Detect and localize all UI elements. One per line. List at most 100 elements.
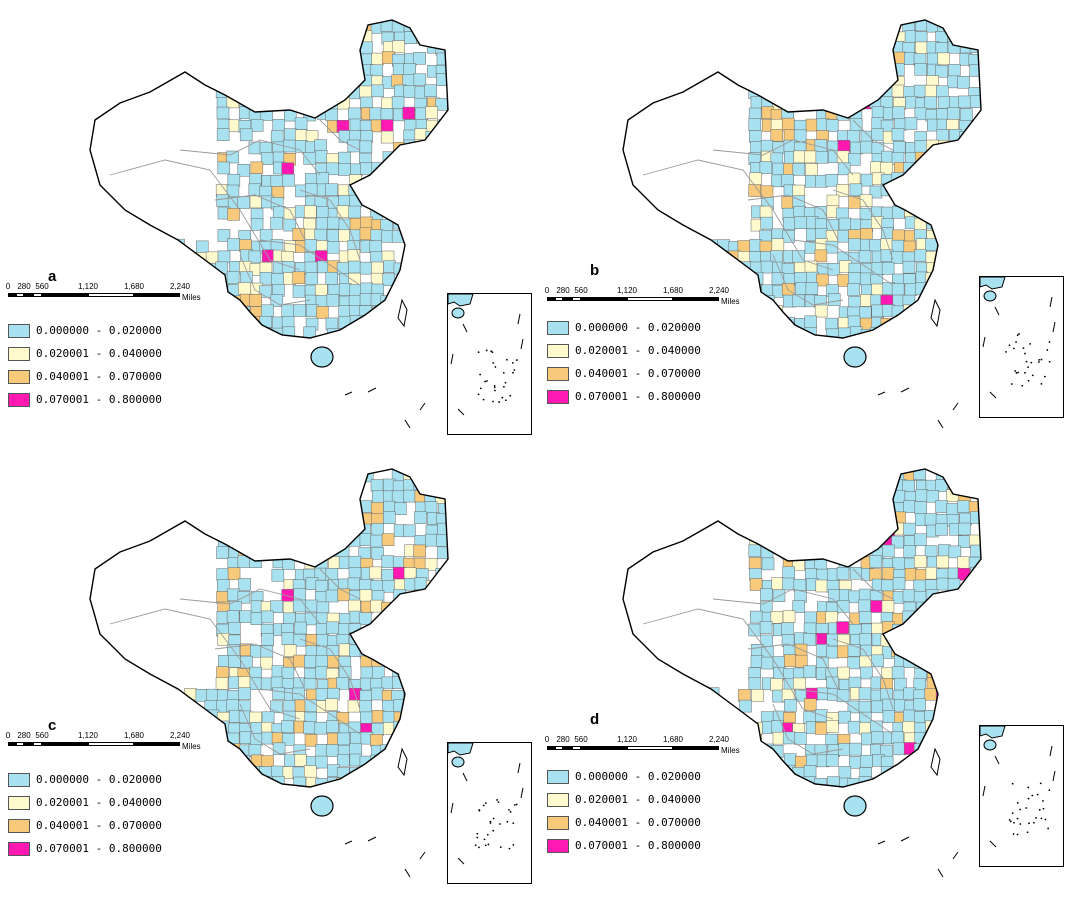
prefecture-region [869, 555, 883, 568]
prefecture-region [968, 207, 981, 220]
prefecture-region [284, 240, 297, 253]
prefecture-region [437, 20, 448, 34]
prefecture-region [316, 74, 329, 87]
prefecture-region [239, 490, 253, 504]
prefecture-region [847, 41, 861, 54]
prefecture-region [446, 73, 448, 87]
prefecture-region [260, 108, 274, 121]
prefecture-region [629, 262, 642, 276]
prefecture-region [283, 128, 297, 141]
prefecture-region [982, 569, 994, 581]
inset-island-dot [486, 833, 489, 836]
prefecture-region [982, 645, 994, 657]
prefecture-region [240, 271, 253, 284]
prefecture-region [761, 52, 774, 65]
prefecture-region [217, 161, 231, 175]
prefecture-region [949, 216, 962, 230]
prefecture-region [738, 776, 752, 787]
prefecture-region [260, 546, 273, 559]
prefecture-region [947, 184, 960, 197]
prefecture-region [446, 622, 448, 636]
prefecture-region [783, 217, 796, 230]
prefecture-region [426, 304, 439, 318]
prefecture-region [260, 491, 274, 505]
prefecture-region [447, 633, 448, 647]
prefecture-region [402, 186, 416, 199]
prefecture-region [150, 250, 163, 264]
inset-dash [462, 772, 468, 782]
prefecture-region [770, 129, 784, 142]
prefecture-region [979, 73, 981, 87]
prefecture-region [858, 306, 872, 320]
prefecture-region [771, 63, 784, 77]
prefecture-region [251, 490, 264, 504]
prefecture-region [316, 217, 329, 230]
prefecture-region [981, 556, 993, 568]
prefecture-region [924, 545, 938, 558]
prefecture-region [815, 174, 828, 188]
prefecture-region [738, 689, 751, 702]
prefecture-region [426, 788, 438, 800]
prefecture-region [925, 172, 938, 185]
prefecture-region [695, 252, 708, 265]
prefecture-region [872, 524, 885, 538]
prefecture-region [749, 512, 762, 526]
prefecture-region [947, 141, 960, 155]
prefecture-region [360, 337, 373, 338]
inset-dash [989, 391, 997, 399]
inset-island-dot [482, 398, 485, 401]
prefecture-region [381, 164, 394, 177]
prefecture-region [361, 789, 373, 801]
legend-label: 0.020001 - 0.040000 [36, 347, 162, 360]
prefecture-region [195, 755, 209, 769]
prefecture-region [248, 744, 262, 757]
prefecture-region [382, 646, 395, 659]
prefecture-region [348, 327, 362, 338]
prefecture-region [315, 755, 328, 769]
legend-item: 0.000000 - 0.020000 [547, 765, 701, 788]
inset-island-dot [1040, 817, 1043, 820]
prefecture-region [372, 632, 385, 645]
sea-boundary-dash [877, 391, 886, 396]
prefecture-region [348, 107, 361, 121]
prefecture-region [359, 140, 373, 154]
prefecture-region [228, 490, 241, 504]
south-china-sea-inset [979, 276, 1064, 418]
inset-island-dot [515, 359, 518, 361]
prefecture-region [782, 786, 796, 787]
prefecture-region [239, 534, 253, 548]
prefecture-region [436, 73, 448, 86]
prefecture-region [948, 610, 961, 624]
scale-tick-label: 1,120 [616, 735, 638, 744]
prefecture-region [640, 689, 654, 703]
prefecture-region [218, 492, 231, 505]
legend-swatch [8, 841, 30, 856]
prefecture-region [982, 64, 994, 76]
prefecture-region [761, 63, 775, 77]
province-border [832, 638, 894, 710]
prefecture-region [628, 251, 641, 264]
prefecture-region [435, 152, 448, 166]
prefecture-region [449, 523, 461, 535]
prefecture-region [970, 511, 981, 524]
prefecture-region [958, 601, 971, 614]
inset-island-dot [482, 804, 485, 807]
prefecture-region [326, 293, 340, 307]
prefecture-region [716, 720, 730, 734]
prefecture-region [969, 611, 981, 625]
prefecture-region [871, 128, 884, 142]
prefecture-region [935, 207, 949, 220]
prefecture-region [448, 699, 460, 711]
prefecture-region [936, 283, 950, 296]
prefecture-region [773, 502, 786, 515]
prefecture-region [381, 555, 395, 568]
prefecture-region [858, 588, 872, 602]
prefecture-region [326, 229, 340, 242]
prefecture-region [391, 643, 405, 657]
prefecture-region [982, 700, 994, 712]
prefecture-region [749, 316, 763, 329]
prefecture-region [792, 163, 806, 176]
prefecture-region [980, 502, 981, 516]
inset-island-dot [479, 387, 482, 390]
prefecture-region [783, 41, 797, 55]
